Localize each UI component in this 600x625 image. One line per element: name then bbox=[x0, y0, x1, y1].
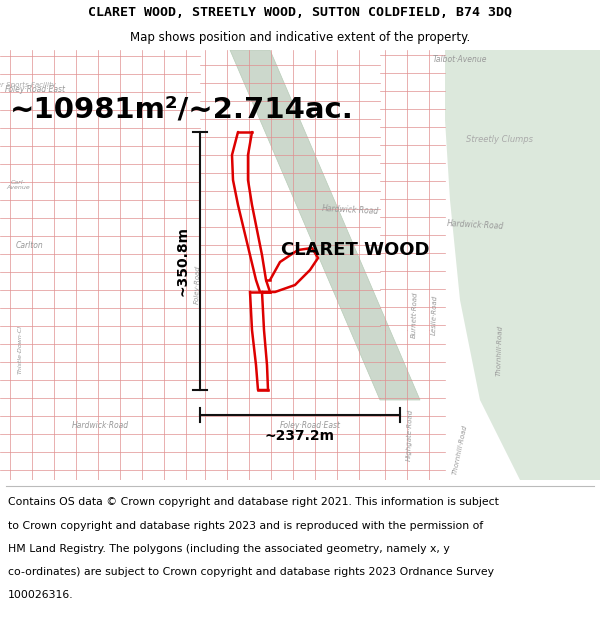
Polygon shape bbox=[230, 50, 420, 400]
Text: Hardwick·Road: Hardwick·Road bbox=[71, 421, 128, 429]
Text: Leslie·Road: Leslie·Road bbox=[431, 295, 439, 335]
Text: Talbot·Avenue: Talbot·Avenue bbox=[433, 56, 487, 64]
Polygon shape bbox=[445, 50, 600, 480]
Text: Hardwick·Road: Hardwick·Road bbox=[321, 204, 379, 216]
Text: HM Land Registry. The polygons (including the associated geometry, namely x, y: HM Land Registry. The polygons (includin… bbox=[8, 544, 449, 554]
Text: Thornhill·Road: Thornhill·Road bbox=[496, 324, 504, 376]
Text: co-ordinates) are subject to Crown copyright and database rights 2023 Ordnance S: co-ordinates) are subject to Crown copyr… bbox=[8, 567, 494, 577]
Text: ~10981m²/~2.714ac.: ~10981m²/~2.714ac. bbox=[10, 96, 354, 124]
Text: 100026316.: 100026316. bbox=[8, 590, 73, 600]
Text: ~237.2m: ~237.2m bbox=[265, 429, 335, 443]
Text: CLARET WOOD, STREETLY WOOD, SUTTON COLDFIELD, B74 3DQ: CLARET WOOD, STREETLY WOOD, SUTTON COLDF… bbox=[88, 6, 512, 19]
Text: Foley·Road·East: Foley·Road·East bbox=[5, 86, 65, 94]
Text: Carl-
Avenue: Carl- Avenue bbox=[6, 179, 30, 191]
Text: CLARET WOOD: CLARET WOOD bbox=[281, 241, 429, 259]
Text: Other Sports Facility: Other Sports Facility bbox=[0, 82, 56, 88]
Text: Foley·Road·East: Foley·Road·East bbox=[280, 421, 341, 429]
Text: Thistle·Down·Cl: Thistle·Down·Cl bbox=[17, 326, 23, 374]
Text: ~350.8m: ~350.8m bbox=[176, 226, 190, 296]
Text: Burnett·Road: Burnett·Road bbox=[411, 292, 419, 338]
Text: to Crown copyright and database rights 2023 and is reproduced with the permissio: to Crown copyright and database rights 2… bbox=[8, 521, 483, 531]
Text: Contains OS data © Crown copyright and database right 2021. This information is : Contains OS data © Crown copyright and d… bbox=[8, 498, 499, 508]
Text: Foley·Road: Foley·Road bbox=[193, 266, 200, 304]
Text: Highgate·Road: Highgate·Road bbox=[406, 409, 414, 461]
Text: Hardwick·Road: Hardwick·Road bbox=[446, 219, 504, 231]
Text: Thornhill·Road: Thornhill·Road bbox=[452, 424, 468, 476]
Text: Map shows position and indicative extent of the property.: Map shows position and indicative extent… bbox=[130, 31, 470, 44]
Text: Streetly Clumps: Streetly Clumps bbox=[467, 136, 533, 144]
Text: Carlton: Carlton bbox=[16, 241, 44, 249]
